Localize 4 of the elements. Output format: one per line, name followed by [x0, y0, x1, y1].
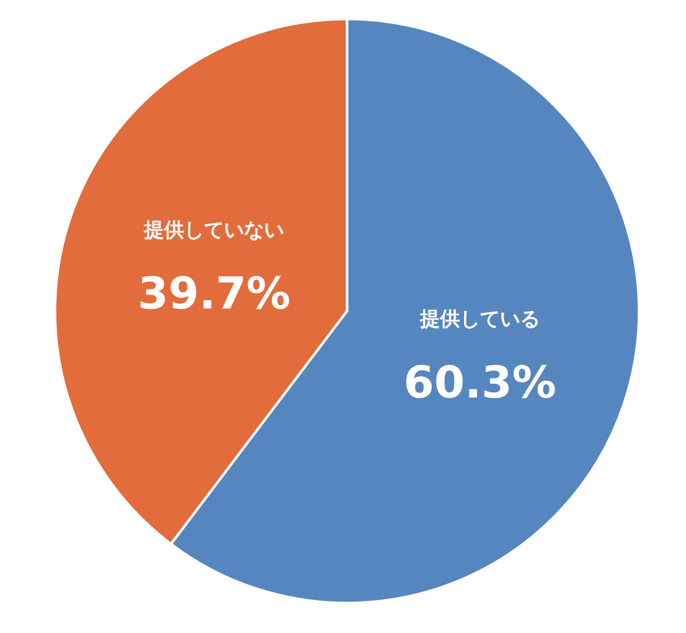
slice-label: 提供していない [143, 217, 284, 242]
slice-label: 提供している [418, 306, 540, 331]
data-label: 60.3% [404, 358, 556, 409]
data-label: 39.7% [138, 268, 290, 320]
